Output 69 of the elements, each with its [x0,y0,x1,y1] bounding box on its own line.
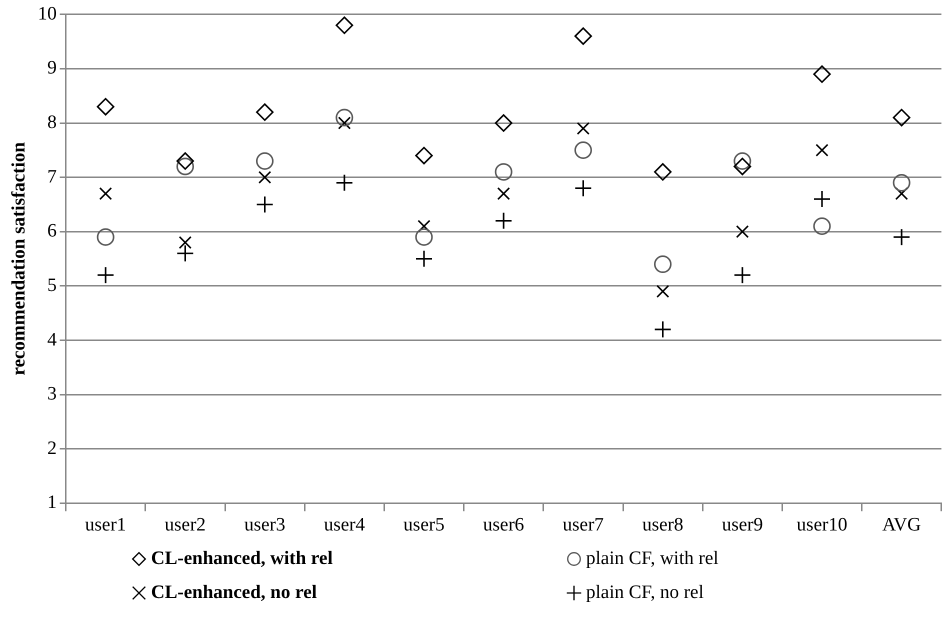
point [497,187,510,200]
point [816,144,828,157]
y-tick-label: 4 [47,329,58,350]
point [895,187,908,200]
point [176,158,194,176]
point [576,122,590,135]
y-tick-label: 2 [47,438,57,459]
point [256,196,274,214]
point [654,255,672,274]
legend-label: plain CF, no rel [586,582,704,604]
point [96,228,114,246]
point [256,152,274,170]
point [178,236,192,249]
x-tick-label: user3 [244,514,286,536]
point [734,152,752,170]
point [892,108,910,126]
x-tick-label: AVG [882,514,922,536]
point [494,212,512,230]
point [813,65,831,83]
point [176,244,194,262]
point [258,170,272,184]
legend-label: CL-enhanced, no rel [151,582,317,604]
point [418,220,430,233]
point [336,174,354,192]
point [574,141,592,159]
y-tick-label: 8 [47,112,57,134]
x-tick-label: user9 [722,514,763,536]
point [336,16,354,34]
point [336,108,354,126]
point [415,228,433,246]
point [892,228,910,246]
point [734,158,752,176]
x-tick-label: user6 [483,514,524,536]
point [813,217,831,236]
y-tick-label: 5 [47,274,57,296]
point [494,114,512,132]
legend-label: plain CF, with rel [586,548,719,570]
x-tick-label: user8 [642,514,684,536]
x-tick-label: user4 [324,514,366,536]
point [99,187,112,200]
point [654,163,672,181]
x-tick-label: user5 [403,514,445,536]
x-tick-label: user7 [562,514,604,536]
x-tick-label: user2 [164,514,206,536]
point [415,146,433,164]
point [654,320,672,338]
point [256,103,274,121]
point [176,152,194,170]
point [734,266,752,284]
y-tick-label: 3 [47,384,57,405]
point [574,179,592,197]
point [892,174,910,192]
point [415,250,433,268]
point [736,225,749,238]
y-axis-title: recommendation satisfaction [8,142,30,376]
y-tick-label: 9 [47,58,57,79]
point [813,190,831,208]
point [574,27,592,45]
point [96,98,114,116]
point [96,266,114,284]
point [494,163,512,181]
y-tick-label: 6 [47,220,57,242]
y-tick-label: 10 [38,3,57,24]
legend-label: CL-enhanced, with rel [151,548,333,570]
y-tick-label: 7 [47,166,57,188]
x-tick-label: user10 [796,514,848,536]
point [656,284,670,298]
x-tick-label: user1 [85,514,126,536]
y-tick-label: 1 [47,492,57,514]
